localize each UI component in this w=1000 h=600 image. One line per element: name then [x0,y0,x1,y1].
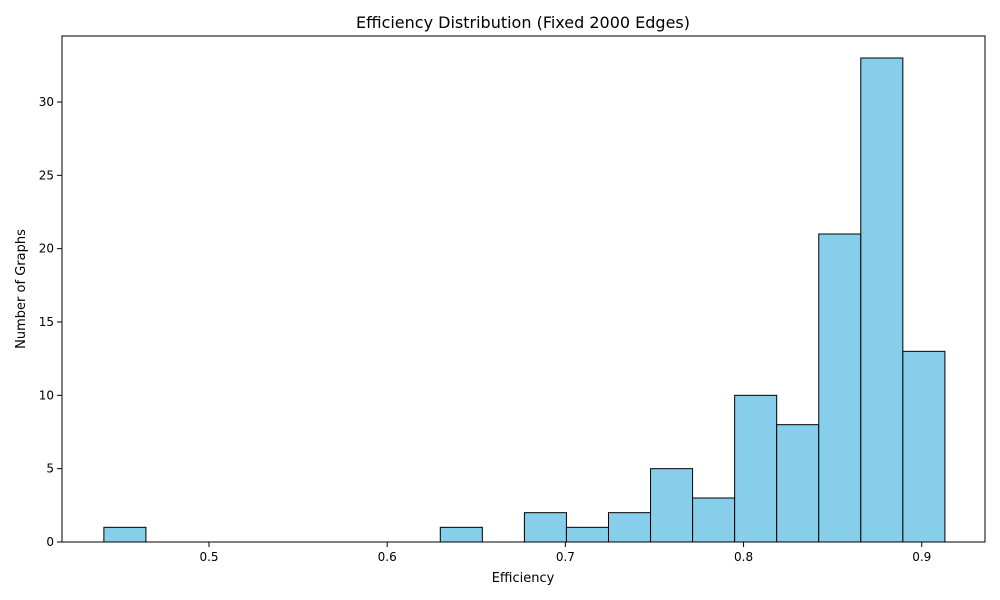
histogram-bar-18 [860,57,904,543]
y-tick-label: 15 [39,315,54,329]
bars-group [103,57,946,543]
histogram-bar-0 [103,526,147,543]
histogram-bar-16 [776,424,820,543]
x-axis-label: Efficiency [492,571,555,586]
histogram-bar-11 [565,526,609,543]
histogram-bar-19 [902,350,946,543]
y-tick-label: 30 [39,95,54,109]
x-tick-label: 0.9 [912,550,931,564]
x-tick-label: 0.5 [199,550,218,564]
x-tick-label: 0.7 [556,550,575,564]
x-tick-label: 0.8 [734,550,753,564]
chart-title: Efficiency Distribution (Fixed 2000 Edge… [356,13,690,32]
histogram-bar-14 [692,497,736,543]
histogram-bar-17 [818,233,862,543]
histogram-bar-12 [607,512,652,543]
y-axis-label: Number of Graphs [14,229,29,349]
y-tick-label: 10 [39,388,54,402]
histogram-bar-13 [650,468,694,543]
histogram-bar-15 [734,394,778,543]
y-tick-label: 5 [46,462,54,476]
x-axis-ticks: 0.5 0.6 0.7 0.8 0.9 [199,542,931,564]
x-tick-label: 0.6 [378,550,397,564]
y-tick-label: 0 [46,535,54,549]
y-tick-label: 25 [39,168,54,182]
histogram-bar-8 [439,526,483,543]
y-axis-ticks: 0 5 10 15 20 25 30 [39,95,62,549]
plot-frame [61,35,986,543]
histogram-bar-10 [523,512,567,543]
y-tick-label: 20 [39,242,54,256]
